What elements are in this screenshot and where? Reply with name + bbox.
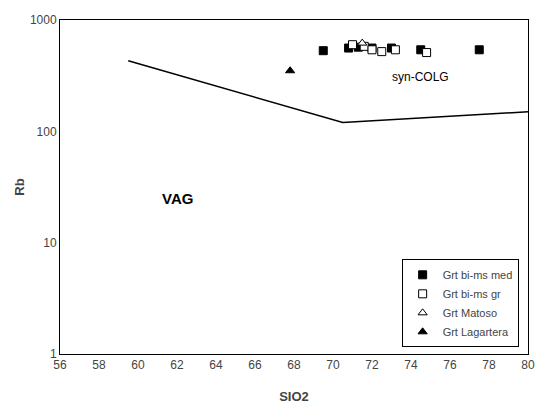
svg-text:62: 62 xyxy=(170,358,184,372)
svg-text:Grt Lagartera: Grt Lagartera xyxy=(443,326,509,338)
svg-text:VAG: VAG xyxy=(162,190,193,207)
svg-text:56: 56 xyxy=(53,358,67,372)
svg-text:72: 72 xyxy=(365,358,379,372)
svg-text:10: 10 xyxy=(43,236,57,250)
svg-text:Grt bi-ms med: Grt bi-ms med xyxy=(443,269,513,281)
svg-text:SIO2: SIO2 xyxy=(279,389,309,404)
svg-text:syn-COLG: syn-COLG xyxy=(392,70,449,84)
svg-text:66: 66 xyxy=(248,358,262,372)
svg-text:Grt bi-ms gr: Grt bi-ms gr xyxy=(443,288,501,300)
svg-text:74: 74 xyxy=(404,358,418,372)
svg-text:1: 1 xyxy=(50,347,57,361)
svg-text:Rb: Rb xyxy=(12,178,27,195)
svg-text:76: 76 xyxy=(443,358,457,372)
svg-text:64: 64 xyxy=(209,358,223,372)
svg-text:Grt Matoso: Grt Matoso xyxy=(443,307,497,319)
svg-text:100: 100 xyxy=(37,125,57,139)
svg-text:1000: 1000 xyxy=(30,13,57,27)
svg-text:58: 58 xyxy=(92,358,106,372)
svg-text:60: 60 xyxy=(131,358,145,372)
svg-text:80: 80 xyxy=(521,358,535,372)
svg-text:70: 70 xyxy=(326,358,340,372)
svg-text:68: 68 xyxy=(287,358,301,372)
svg-text:78: 78 xyxy=(482,358,496,372)
